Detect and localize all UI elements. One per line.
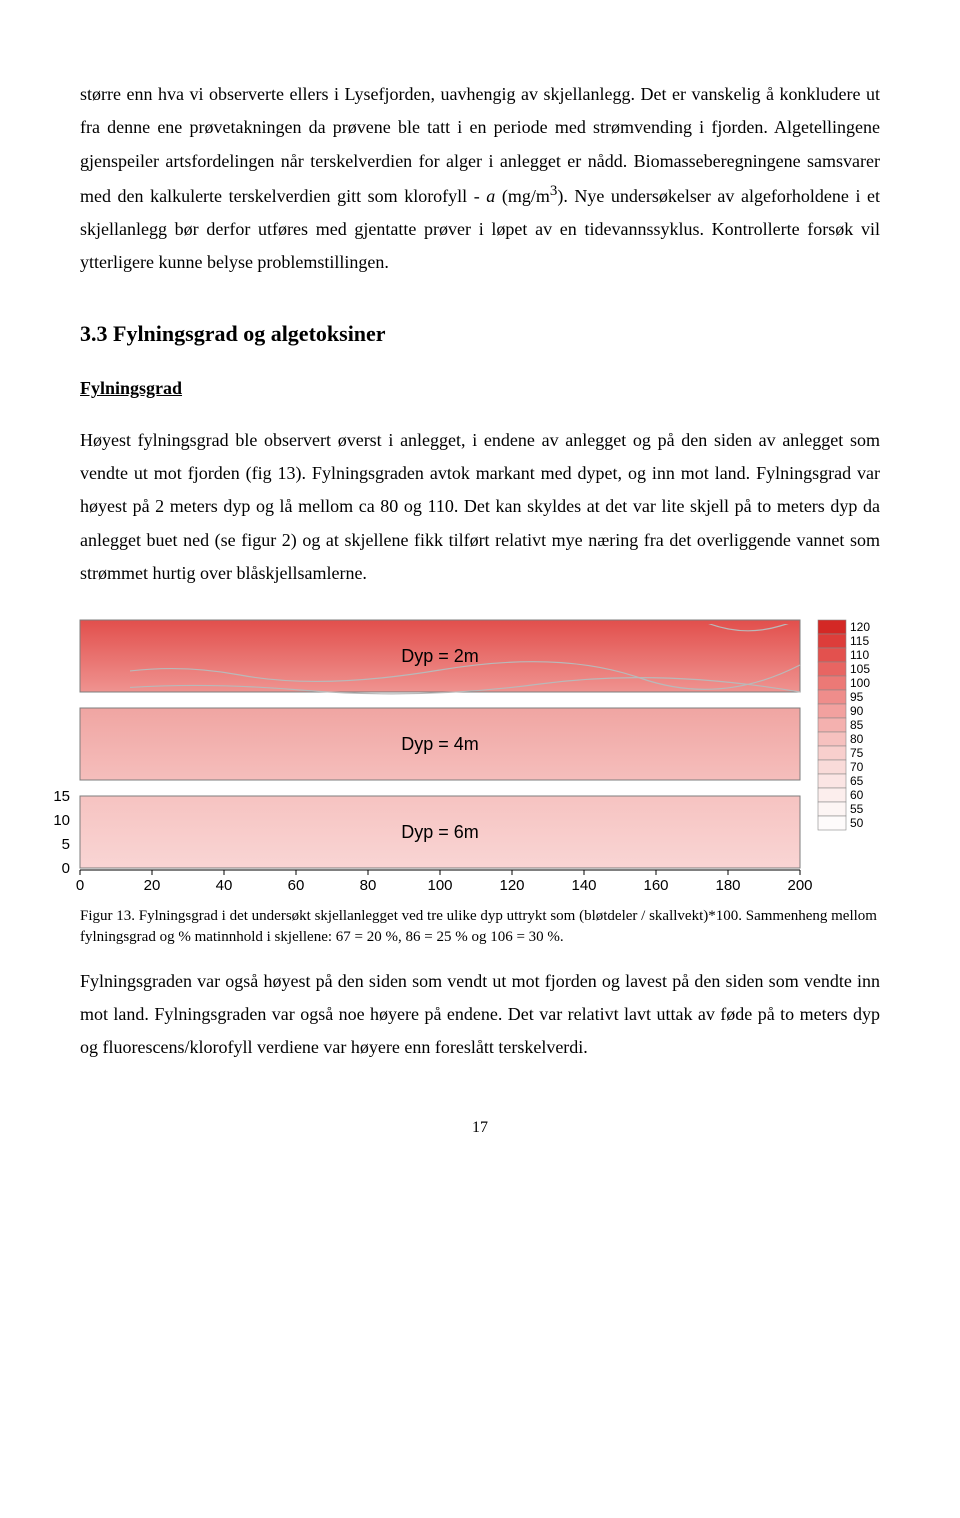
- section-heading: 3.3 Fylningsgrad og algetoksiner: [80, 314, 880, 355]
- page-number: 17: [80, 1113, 880, 1143]
- svg-text:60: 60: [288, 877, 305, 894]
- p1-text-b: (mg/m: [495, 186, 550, 206]
- svg-text:140: 140: [571, 877, 596, 894]
- svg-text:200: 200: [787, 877, 812, 894]
- svg-text:100: 100: [850, 676, 870, 690]
- svg-text:40: 40: [216, 877, 233, 894]
- svg-text:120: 120: [850, 620, 870, 634]
- paragraph-3: Fylningsgraden var også høyest på den si…: [80, 965, 880, 1065]
- figure-13: Dyp = 2m Dyp = 4m Dyp = 6m 0 5 10 15 0 20 40 60 80 1…: [30, 616, 900, 898]
- svg-text:160: 160: [643, 877, 668, 894]
- svg-text:110: 110: [850, 648, 869, 662]
- svg-text:80: 80: [360, 877, 377, 894]
- svg-text:120: 120: [499, 877, 524, 894]
- svg-text:Dyp = 2m: Dyp = 2m: [401, 646, 479, 666]
- svg-text:95: 95: [850, 690, 864, 704]
- svg-text:90: 90: [850, 704, 864, 718]
- svg-text:180: 180: [715, 877, 740, 894]
- svg-text:5: 5: [62, 836, 70, 853]
- svg-text:65: 65: [850, 774, 864, 788]
- svg-text:70: 70: [850, 760, 864, 774]
- subheading-fylningsgrad: Fylningsgrad: [80, 372, 880, 405]
- svg-text:50: 50: [850, 816, 864, 830]
- svg-text:75: 75: [850, 746, 864, 760]
- svg-text:10: 10: [53, 812, 70, 829]
- svg-text:55: 55: [850, 802, 864, 816]
- svg-text:100: 100: [427, 877, 452, 894]
- svg-text:115: 115: [850, 634, 869, 648]
- paragraph-1: større enn hva vi observerte ellers i Ly…: [80, 78, 880, 280]
- svg-text:20: 20: [144, 877, 161, 894]
- svg-text:0: 0: [76, 877, 84, 894]
- svg-text:0: 0: [62, 860, 70, 877]
- svg-text:80: 80: [850, 732, 864, 746]
- paragraph-2: Høyest fylningsgrad ble observert øverst…: [80, 424, 880, 590]
- p1-italic: a: [486, 186, 495, 206]
- svg-text:85: 85: [850, 718, 864, 732]
- figure-13-svg: Dyp = 2m Dyp = 4m Dyp = 6m 0 5 10 15 0 20 40 60 80 1…: [30, 616, 900, 898]
- svg-text:60: 60: [850, 788, 864, 802]
- svg-text:Dyp = 4m: Dyp = 4m: [401, 734, 479, 754]
- figure-13-caption: Figur 13. Fylningsgrad i det undersøkt s…: [80, 906, 880, 947]
- svg-text:15: 15: [53, 788, 70, 805]
- svg-text:Dyp = 6m: Dyp = 6m: [401, 822, 479, 842]
- svg-text:105: 105: [850, 662, 870, 676]
